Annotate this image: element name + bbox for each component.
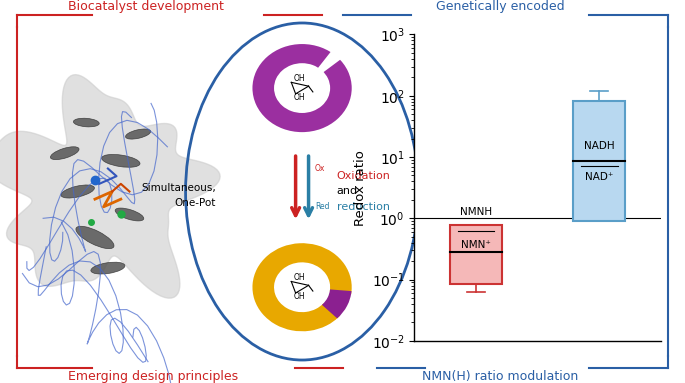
Text: and: and [336, 187, 358, 196]
Wedge shape [322, 290, 351, 318]
Ellipse shape [115, 208, 144, 221]
Text: Emerging design principles: Emerging design principles [68, 370, 238, 383]
Ellipse shape [76, 226, 114, 249]
Text: OH: OH [294, 292, 306, 301]
Wedge shape [253, 243, 351, 331]
Text: NAD⁺: NAD⁺ [585, 172, 614, 182]
Ellipse shape [73, 118, 99, 127]
Text: NMN(H) ratio modulation: NMN(H) ratio modulation [422, 370, 578, 383]
Text: Biocatalyst development: Biocatalyst development [68, 0, 225, 13]
Text: NMN⁺: NMN⁺ [461, 240, 491, 250]
Text: Red: Red [315, 202, 329, 211]
Text: reduction: reduction [336, 202, 390, 212]
Ellipse shape [61, 185, 95, 198]
Text: NMNH: NMNH [460, 207, 492, 217]
FancyBboxPatch shape [573, 101, 625, 221]
Text: Oxidation: Oxidation [336, 171, 390, 181]
Text: Genetically encoded: Genetically encoded [436, 0, 564, 13]
Ellipse shape [125, 129, 151, 139]
Y-axis label: Redox ratio: Redox ratio [354, 150, 367, 226]
Ellipse shape [101, 154, 140, 167]
Wedge shape [317, 51, 342, 73]
Ellipse shape [51, 147, 79, 160]
Text: OH: OH [294, 93, 306, 102]
Text: Simultaneous,: Simultaneous, [141, 183, 216, 193]
Text: Ox: Ox [315, 164, 325, 173]
Text: OH: OH [294, 74, 306, 83]
Polygon shape [0, 75, 220, 298]
Text: OH: OH [294, 273, 306, 282]
Ellipse shape [91, 262, 125, 274]
FancyBboxPatch shape [450, 225, 502, 284]
Wedge shape [253, 44, 351, 132]
Text: One-Pot: One-Pot [175, 198, 216, 208]
Text: NADH: NADH [584, 141, 614, 151]
